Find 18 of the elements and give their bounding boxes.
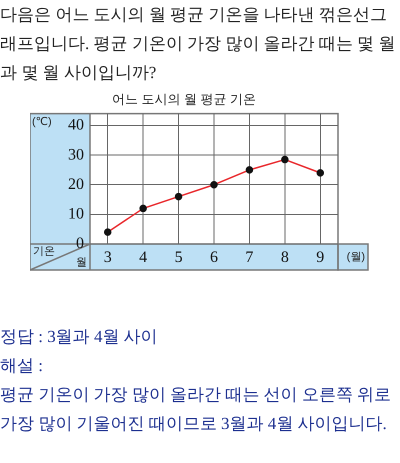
x-tick-label: 4 bbox=[139, 248, 148, 266]
x-axis-title: (월) bbox=[346, 251, 365, 264]
chart-subtitle: 다음은 어느 도시의 월 평균 기온을 나타낸 꺾은선그래프입니다. 평균 기온이 가장 많이 올라간 때는 몇 월과 몇 월 사이입니까? bbox=[0, 4, 396, 84]
text: 정답 : 3월과 4월 사이 bbox=[0, 326, 159, 348]
text: 평균 기온이 가장 많이 올라간 때는 선이 오른쪽 위로 가장 많이 기울어진 때이므로 3월과 4월 사이입니다. bbox=[0, 384, 392, 435]
x-tick-label: 3 bbox=[104, 248, 112, 266]
y-tick-label: 40 bbox=[68, 116, 84, 134]
x-tick-label: 6 bbox=[210, 248, 218, 266]
chart-title: 어느 도시의 월 평균 기온 bbox=[112, 91, 256, 106]
x-tick-label: 8 bbox=[280, 248, 289, 266]
text: 해설 : bbox=[0, 355, 44, 377]
x-tick-label: 5 bbox=[174, 248, 183, 266]
y-tick-label: 20 bbox=[68, 176, 84, 193]
y-axis-title: (℃) bbox=[32, 116, 52, 128]
y-tick-label: 10 bbox=[68, 206, 84, 223]
x-tick-label: 9 bbox=[316, 248, 324, 266]
y-tick-label: 30 bbox=[68, 146, 84, 164]
x-tick-label: 7 bbox=[245, 248, 254, 266]
